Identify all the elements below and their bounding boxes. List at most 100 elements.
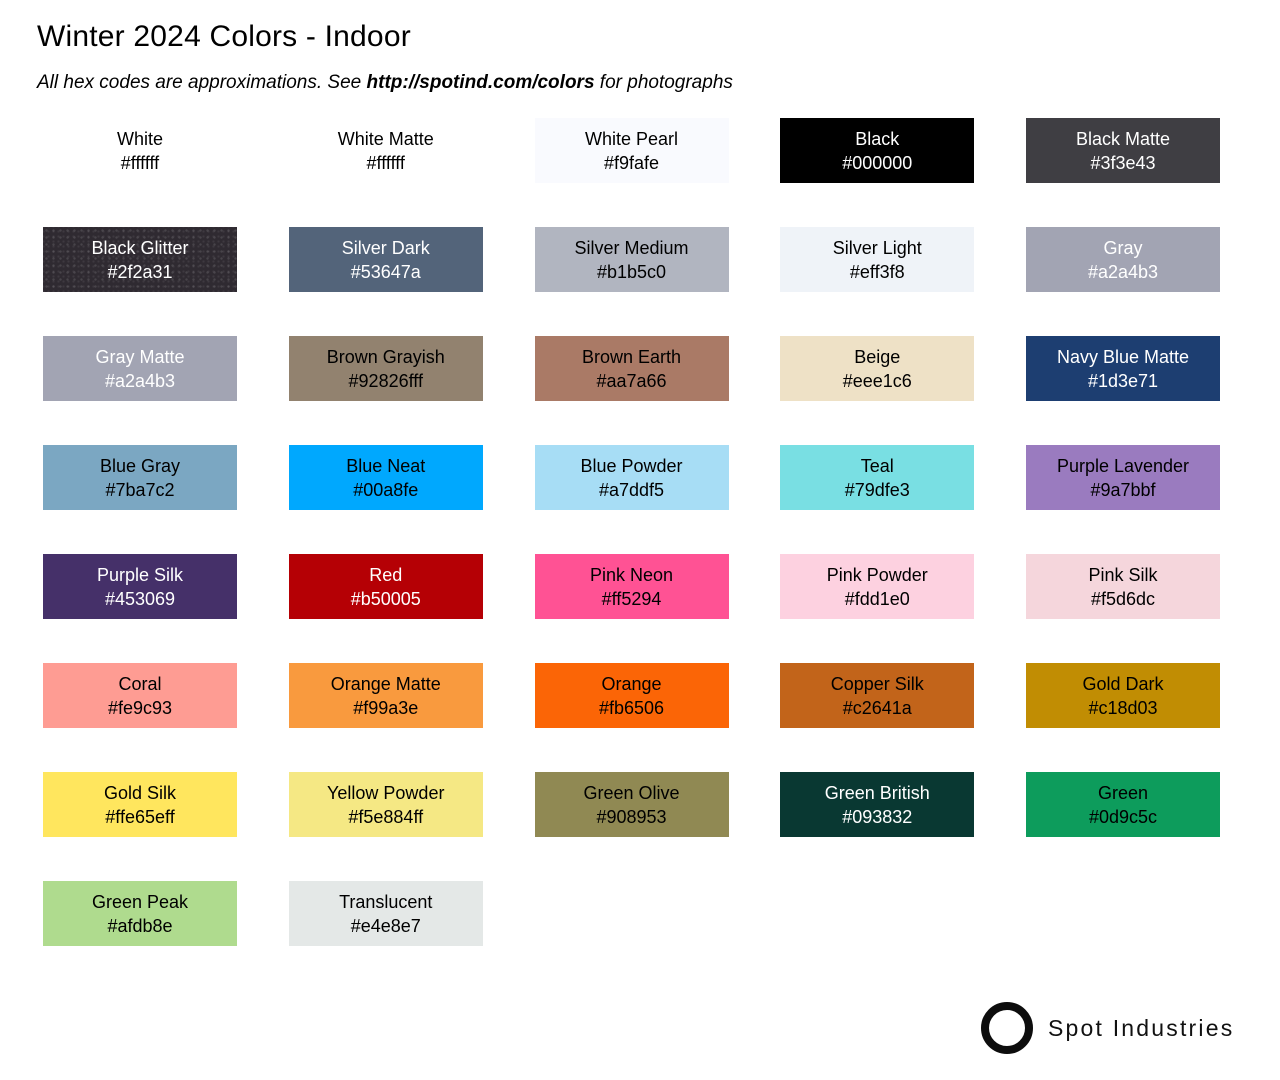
circle-ring-icon — [981, 1002, 1033, 1054]
swatch-name: Silver Light — [832, 237, 922, 258]
swatch-name: Blue Powder — [580, 455, 683, 476]
color-swatch: Purple Silk #453069 — [43, 554, 237, 619]
color-swatch: Purple Lavender #9a7bbf — [1026, 445, 1220, 510]
swatch-hex: #fb6506 — [598, 697, 665, 718]
color-swatch: Orange #fb6506 — [534, 663, 729, 728]
swatch-hex: #908953 — [596, 806, 667, 827]
swatch-hex: #f9fafe — [603, 152, 660, 173]
subtitle-suffix: for photographs — [594, 72, 733, 93]
swatch-hex: #f5d6dc — [1090, 588, 1156, 609]
swatch-hex: #ffe65eff — [105, 806, 175, 827]
swatch-name: Black Matte — [1075, 128, 1171, 149]
color-swatch: Navy Blue Matte #1d3e71 — [1026, 336, 1220, 401]
swatch-name: Silver Dark — [341, 237, 430, 258]
swatch-name: Brown Grayish — [326, 346, 445, 367]
swatch-hex: #1d3e71 — [1087, 370, 1159, 391]
swatch-name: Blue Gray — [99, 455, 181, 476]
swatch-hex: #00a8fe — [353, 479, 419, 500]
swatch-name: Black — [855, 128, 900, 149]
swatch-hex: #000000 — [842, 152, 913, 173]
brand-logo: Spot Industries — [981, 1002, 1234, 1054]
swatch-name: Gray — [1103, 237, 1143, 258]
swatch-name: Purple Silk — [96, 564, 184, 585]
swatch-name: Blue Neat — [346, 455, 426, 476]
color-swatch: Translucent #e4e8e7 — [288, 881, 483, 946]
swatch-hex: #f5e884ff — [348, 806, 424, 827]
color-swatch: White Matte #ffffff — [288, 118, 483, 183]
subtitle-prefix: All hex codes are approximations. See — [37, 72, 367, 93]
swatch-name: Black Glitter — [91, 237, 189, 258]
swatch-hex: #eff3f8 — [849, 261, 905, 282]
swatch-name: Green — [1097, 782, 1149, 803]
swatch-name: Translucent — [339, 891, 433, 912]
swatch-name: Red — [369, 564, 403, 585]
swatch-name: Copper Silk — [830, 673, 924, 694]
swatch-name: Orange — [601, 673, 662, 694]
swatch-name: White Pearl — [584, 128, 679, 149]
color-swatch: Silver Medium #b1b5c0 — [534, 227, 729, 292]
subtitle: All hex codes are approximations. See ht… — [37, 72, 733, 94]
swatch-hex: #a2a4b3 — [104, 370, 176, 391]
swatch-hex: #eee1c6 — [842, 370, 912, 391]
swatch-hex: #c2641a — [842, 697, 912, 718]
color-swatch: Green British #093832 — [780, 772, 975, 837]
swatch-hex: #ff5294 — [601, 588, 662, 609]
color-swatch: Blue Neat #00a8fe — [288, 445, 483, 510]
swatch-hex: #2f2a31 — [107, 261, 173, 282]
swatch-hex: #0d9c5c — [1088, 806, 1158, 827]
color-swatch: Brown Earth #aa7a66 — [534, 336, 729, 401]
swatch-name: Teal — [860, 455, 894, 476]
color-swatch: Silver Dark #53647a — [288, 227, 483, 292]
color-swatch: Brown Grayish #92826fff — [288, 336, 483, 401]
color-swatch: Green #0d9c5c — [1026, 772, 1220, 837]
subtitle-url: http://spotind.com/colors — [366, 72, 595, 93]
color-swatch: Black Matte #3f3e43 — [1026, 118, 1220, 183]
swatch-name: Gold Dark — [1082, 673, 1164, 694]
swatch-name: White Matte — [337, 128, 434, 149]
swatch-name: Gold Silk — [103, 782, 177, 803]
color-swatch: Gray Matte #a2a4b3 — [43, 336, 237, 401]
swatch-name: Pink Neon — [589, 564, 674, 585]
color-swatch: Coral #fe9c93 — [43, 663, 237, 728]
color-swatch: Copper Silk #c2641a — [780, 663, 975, 728]
swatch-hex: #453069 — [104, 588, 176, 609]
swatch-hex: #79dfe3 — [844, 479, 910, 500]
swatch-name: Coral — [118, 673, 162, 694]
swatch-hex: #c18d03 — [1088, 697, 1158, 718]
color-swatch: Black Glitter #2f2a31 — [43, 227, 237, 292]
color-swatch: Red #b50005 — [288, 554, 483, 619]
swatch-hex: #a7ddf5 — [598, 479, 665, 500]
color-swatch: Gray #a2a4b3 — [1026, 227, 1220, 292]
color-swatch: White Pearl #f9fafe — [534, 118, 729, 183]
swatch-hex: #fe9c93 — [107, 697, 173, 718]
swatch-hex: #7ba7c2 — [105, 479, 175, 500]
color-swatch: Pink Silk #f5d6dc — [1026, 554, 1220, 619]
brand-name: Spot Industries — [1048, 1014, 1235, 1041]
swatch-hex: #b50005 — [350, 588, 421, 609]
swatch-hex: #093832 — [842, 806, 913, 827]
swatch-name: Gray Matte — [95, 346, 185, 367]
swatch-name: Purple Lavender — [1056, 455, 1190, 476]
swatch-hex: #3f3e43 — [1090, 152, 1156, 173]
color-swatch: White #ffffff — [43, 118, 237, 183]
swatch-name: Pink Silk — [1088, 564, 1158, 585]
color-swatch: Gold Dark #c18d03 — [1026, 663, 1220, 728]
color-swatch: Silver Light #eff3f8 — [780, 227, 975, 292]
swatch-hex: #a2a4b3 — [1087, 261, 1159, 282]
swatch-name: Green British — [824, 782, 930, 803]
color-swatch: Orange Matte #f99a3e — [288, 663, 483, 728]
swatch-hex: #f99a3e — [353, 697, 419, 718]
swatch-hex: #ffffff — [120, 152, 160, 173]
swatch-hex: #e4e8e7 — [350, 915, 421, 936]
page-title: Winter 2024 Colors - Indoor — [37, 20, 411, 53]
color-swatch: Green Peak #afdb8e — [43, 881, 237, 946]
swatch-name: Green Peak — [91, 891, 189, 912]
swatch-name: Navy Blue Matte — [1056, 346, 1190, 367]
color-swatch: Blue Powder #a7ddf5 — [534, 445, 729, 510]
color-swatch: Green Olive #908953 — [534, 772, 729, 837]
swatch-hex: #b1b5c0 — [596, 261, 667, 282]
swatch-name: Beige — [854, 346, 901, 367]
swatch-hex: #aa7a66 — [596, 370, 667, 391]
color-swatch: Blue Gray #7ba7c2 — [43, 445, 237, 510]
